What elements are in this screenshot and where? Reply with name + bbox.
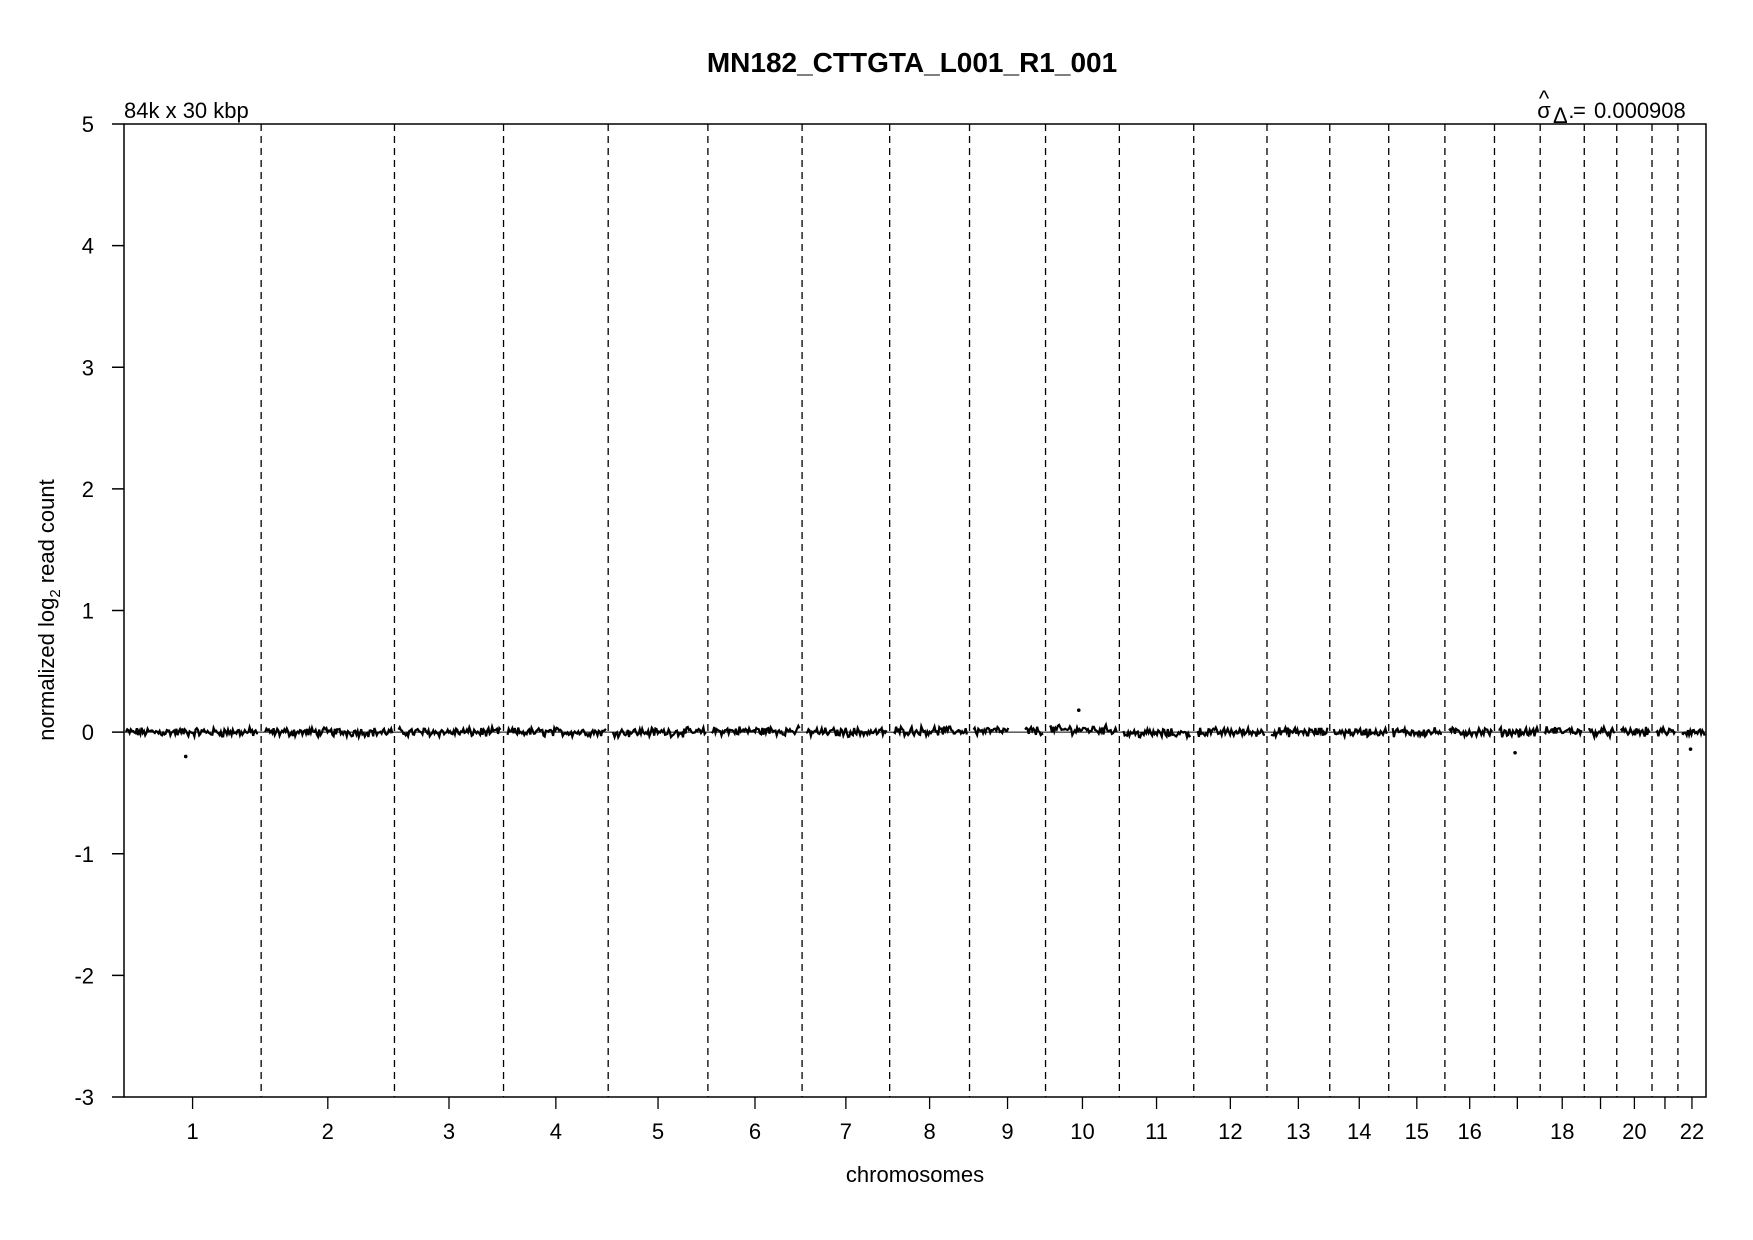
y-tick-label: 5 [82, 112, 94, 137]
sigma-value: 0.000908 [1594, 98, 1686, 123]
x-tick-label: 1 [186, 1119, 198, 1144]
y-tick-label: 1 [82, 599, 94, 624]
x-tick-label: 10 [1070, 1119, 1094, 1144]
chromosome-trace-14 [1332, 724, 1388, 741]
x-tick-label: 20 [1622, 1119, 1646, 1144]
y-tick-label: -1 [74, 842, 94, 867]
plot-frame [123, 123, 1707, 1098]
outlier-point [1076, 708, 1081, 713]
x-tick-label: 2 [322, 1119, 334, 1144]
y-axis-title-subscript: 2 [47, 589, 64, 597]
x-tick-label: 4 [550, 1119, 562, 1144]
outlier-point [1688, 747, 1693, 751]
data-points [124, 708, 1706, 759]
x-tick-label: 6 [749, 1119, 761, 1144]
y-tick-label: -3 [74, 1085, 94, 1110]
y-axis: -3 -2 -1 0 1 2 3 4 5 [74, 112, 124, 1110]
x-axis-title: chromosomes [846, 1162, 984, 1187]
x-tick-label: 22 [1680, 1119, 1704, 1144]
chromosome-separators [260, 124, 1679, 1097]
chromosome-trace-13 [1270, 724, 1329, 741]
chromosome-trace-1 [125, 723, 259, 741]
sigma-hat: ^ [1539, 86, 1550, 111]
chart-title: MN182_CTTGTA_L001_R1_001 [707, 47, 1117, 78]
x-tick-label: 9 [1001, 1119, 1013, 1144]
y-tick-label: 2 [82, 477, 94, 502]
x-tick-label: 18 [1550, 1119, 1574, 1144]
x-tick-label: 15 [1405, 1119, 1429, 1144]
y-tick-label: 3 [82, 355, 94, 380]
chromosome-trace-3 [397, 722, 502, 741]
x-axis: 1 2 3 4 5 6 7 8 9 10 11 12 13 14 15 16 18 20 22 [186, 1097, 1704, 1144]
chromosome-trace-4 [506, 724, 607, 741]
chromosome-trace-2 [264, 724, 394, 742]
chromosome-trace-22 [1681, 726, 1706, 740]
x-tick-label: 13 [1286, 1119, 1310, 1144]
x-tick-label: 3 [443, 1119, 455, 1144]
chromosome-trace-17 [1498, 724, 1540, 739]
x-tick-label: 14 [1347, 1119, 1371, 1144]
sigma-subscript: Δ· [1553, 103, 1575, 128]
chromosome-trace-5 [611, 723, 707, 741]
chromosome-trace-19 [1588, 723, 1616, 742]
chromosome-trace-16 [1448, 725, 1493, 740]
bin-info-label: 84k x 30 kbp [124, 98, 249, 123]
y-tick-label: 0 [82, 720, 94, 745]
chromosome-trace-11 [1122, 725, 1192, 742]
chromosome-trace-15 [1391, 724, 1442, 739]
x-tick-label: 11 [1145, 1119, 1168, 1144]
chromosome-trace-21 [1655, 724, 1677, 737]
chromosome-trace-9 [972, 724, 1010, 739]
sigma-symbol: σ [1537, 98, 1551, 123]
y-axis-title-prefix: normalized log [34, 598, 59, 741]
x-tick-label: 12 [1218, 1119, 1242, 1144]
chromosome-trace-8 [893, 722, 968, 740]
chromosome-trace-12 [1196, 723, 1266, 740]
sigma-equals: = [1573, 98, 1586, 123]
outlier-point [1513, 751, 1517, 755]
x-tick-label: 16 [1457, 1119, 1481, 1144]
chromosome-trace-20 [1619, 725, 1651, 739]
chromosome-trace-10 [1049, 721, 1118, 739]
sigma-label: ^ σ Δ· = 0.000908 [1537, 86, 1686, 128]
y-axis-title-suffix: read count [34, 479, 59, 589]
y-axis-title: normalized log2 read count [34, 479, 64, 741]
chromosome-trace-6 [710, 723, 801, 740]
chromosome-trace-7 [805, 724, 888, 741]
x-tick-label: 5 [652, 1119, 664, 1144]
chromosome-trace-9 [1024, 724, 1044, 737]
x-tick-label: 7 [840, 1119, 852, 1144]
chromosome-trace-18 [1543, 724, 1583, 738]
outlier-point [183, 754, 188, 759]
x-tick-label: 8 [923, 1119, 935, 1144]
y-tick-label: 4 [82, 234, 94, 259]
y-tick-label: -2 [74, 963, 94, 988]
